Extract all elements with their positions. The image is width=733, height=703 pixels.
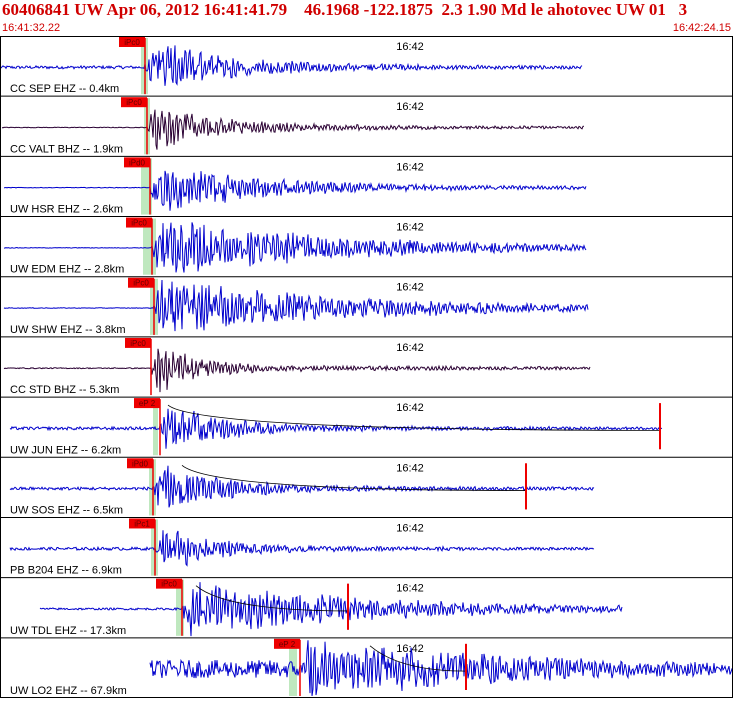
pick-label-box (126, 217, 152, 228)
waveform-hsr (3, 170, 587, 211)
pick-label: eP 2 (279, 640, 296, 649)
time-tick-label: 16:42 (396, 462, 424, 474)
time-tick-label: 16:42 (396, 282, 424, 294)
waveform-tdl (39, 582, 623, 637)
time-tick-label: 16:42 (396, 161, 424, 173)
pick-label: iPc0 (133, 279, 149, 288)
coda-curve (369, 645, 467, 672)
trace-label: UW JUN EHZ -- 6.2km (10, 444, 121, 456)
trace-label: UW EDM EHZ -- 2.8km (10, 264, 124, 276)
coda-curve (195, 585, 349, 612)
pick-label: iPc0 (126, 98, 142, 107)
waveform-jun (9, 408, 663, 449)
time-tick-label: 16:42 (396, 583, 424, 595)
trace-row-tdl: iPc0 16:42 UW TDL EHZ -- 17.3km (0, 578, 733, 639)
window-start-time: 16:41:32.22 (2, 22, 61, 34)
trace-row-shw: iPc0 16:42 UW SHW EHZ -- 3.8km (0, 277, 733, 338)
trace-row-edm: iPc0 16:42 UW EDM EHZ -- 2.8km (0, 217, 733, 278)
waveform-sep (0, 45, 583, 86)
pick-label: iPc1 (134, 519, 150, 528)
time-tick-label: 16:42 (396, 402, 424, 414)
waveform-std (3, 348, 591, 393)
trace-label: UW TDL EHZ -- 17.3km (10, 625, 126, 637)
pick-label: iPc0 (161, 580, 177, 589)
waveform-shw (3, 279, 589, 332)
trace-label: CC VALT BHZ -- 1.9km (10, 143, 123, 155)
pick-label: iPd0 (129, 158, 146, 167)
trace-row-b204: iPc1 16:42 PB B204 EHZ -- 6.9km (0, 518, 733, 579)
trace-row-valt: iPc0 16:42 CC VALT BHZ -- 1.9km (0, 97, 733, 157)
pick-label: iPc0 (131, 219, 147, 228)
seismogram-svg: iPc0 16:42 CC SEP EHZ -- 0.4km iPc0 16:42 CC … (0, 36, 733, 699)
trace-row-std: iPc0 16:42 CC STD BHZ -- 5.3km (0, 337, 733, 398)
window-end-time: 16:42:24.15 (672, 22, 731, 34)
pick-window (141, 158, 152, 215)
pick-label: iPc0 (130, 339, 146, 348)
pick-label-box (129, 518, 155, 529)
time-tick-label: 16:42 (396, 342, 424, 354)
trace-label: UW LO2 EHZ -- 67.9km (10, 685, 127, 697)
trace-label: PB B204 EHZ -- 6.9km (10, 565, 122, 577)
pick-label: iPd0 (132, 459, 149, 468)
pick-label: eP 2 (139, 399, 156, 408)
pick-label-box (156, 578, 182, 589)
trace-row-sos: iPd0 16:42 UW SOS EHZ -- 6.5km (0, 458, 733, 518)
trace-label: UW SOS EHZ -- 6.5km (10, 504, 123, 516)
pick-label-box (121, 97, 147, 108)
waveform-b204 (9, 530, 595, 567)
waveform-sos (9, 465, 595, 508)
event-header: 60406841 UW Apr 06, 2012 16:41:41.79 46.… (0, 0, 733, 36)
time-tick-label: 16:42 (396, 522, 424, 534)
pick-label: iPc0 (124, 38, 140, 47)
pick-label-box (274, 638, 300, 649)
trace-label: CC SEP EHZ -- 0.4km (10, 83, 119, 95)
trace-label: CC STD BHZ -- 5.3km (10, 384, 119, 396)
time-tick-label: 16:42 (396, 222, 424, 234)
trace-row-hsr: iPd0 16:42 UW HSR EHZ -- 2.6km (0, 157, 733, 218)
time-tick-label: 16:42 (396, 101, 424, 113)
coda-curve (181, 464, 527, 491)
waveform-edm (3, 222, 587, 273)
pick-label-box (127, 458, 153, 469)
pick-label-box (119, 37, 145, 47)
time-tick-label: 16:42 (396, 41, 424, 53)
time-tick-label: 16:42 (396, 643, 424, 655)
waveform-valt (1, 109, 585, 150)
pick-label-box (125, 337, 151, 348)
trace-label: UW HSR EHZ -- 2.6km (10, 204, 123, 216)
pick-label-box (124, 157, 150, 168)
trace-row-jun: eP 2 16:42 UW JUN EHZ -- 6.2km (0, 398, 733, 458)
coda-curve (167, 404, 661, 431)
pick-label-box (134, 398, 160, 409)
waveform-lo2 (149, 640, 733, 696)
trace-label: UW SHW EHZ -- 3.8km (10, 324, 126, 336)
event-title: 60406841 UW Apr 06, 2012 16:41:41.79 46.… (2, 0, 688, 19)
trace-row-lo2: eP 2 16:42 UW LO2 EHZ -- 67.9km (0, 638, 733, 699)
trace-row-sep: iPc0 16:42 CC SEP EHZ -- 0.4km (0, 37, 733, 97)
pick-label-box (128, 277, 154, 288)
seismogram-panel: iPc0 16:42 CC SEP EHZ -- 0.4km iPc0 16:42 CC … (0, 36, 733, 699)
pick-window (176, 579, 184, 636)
